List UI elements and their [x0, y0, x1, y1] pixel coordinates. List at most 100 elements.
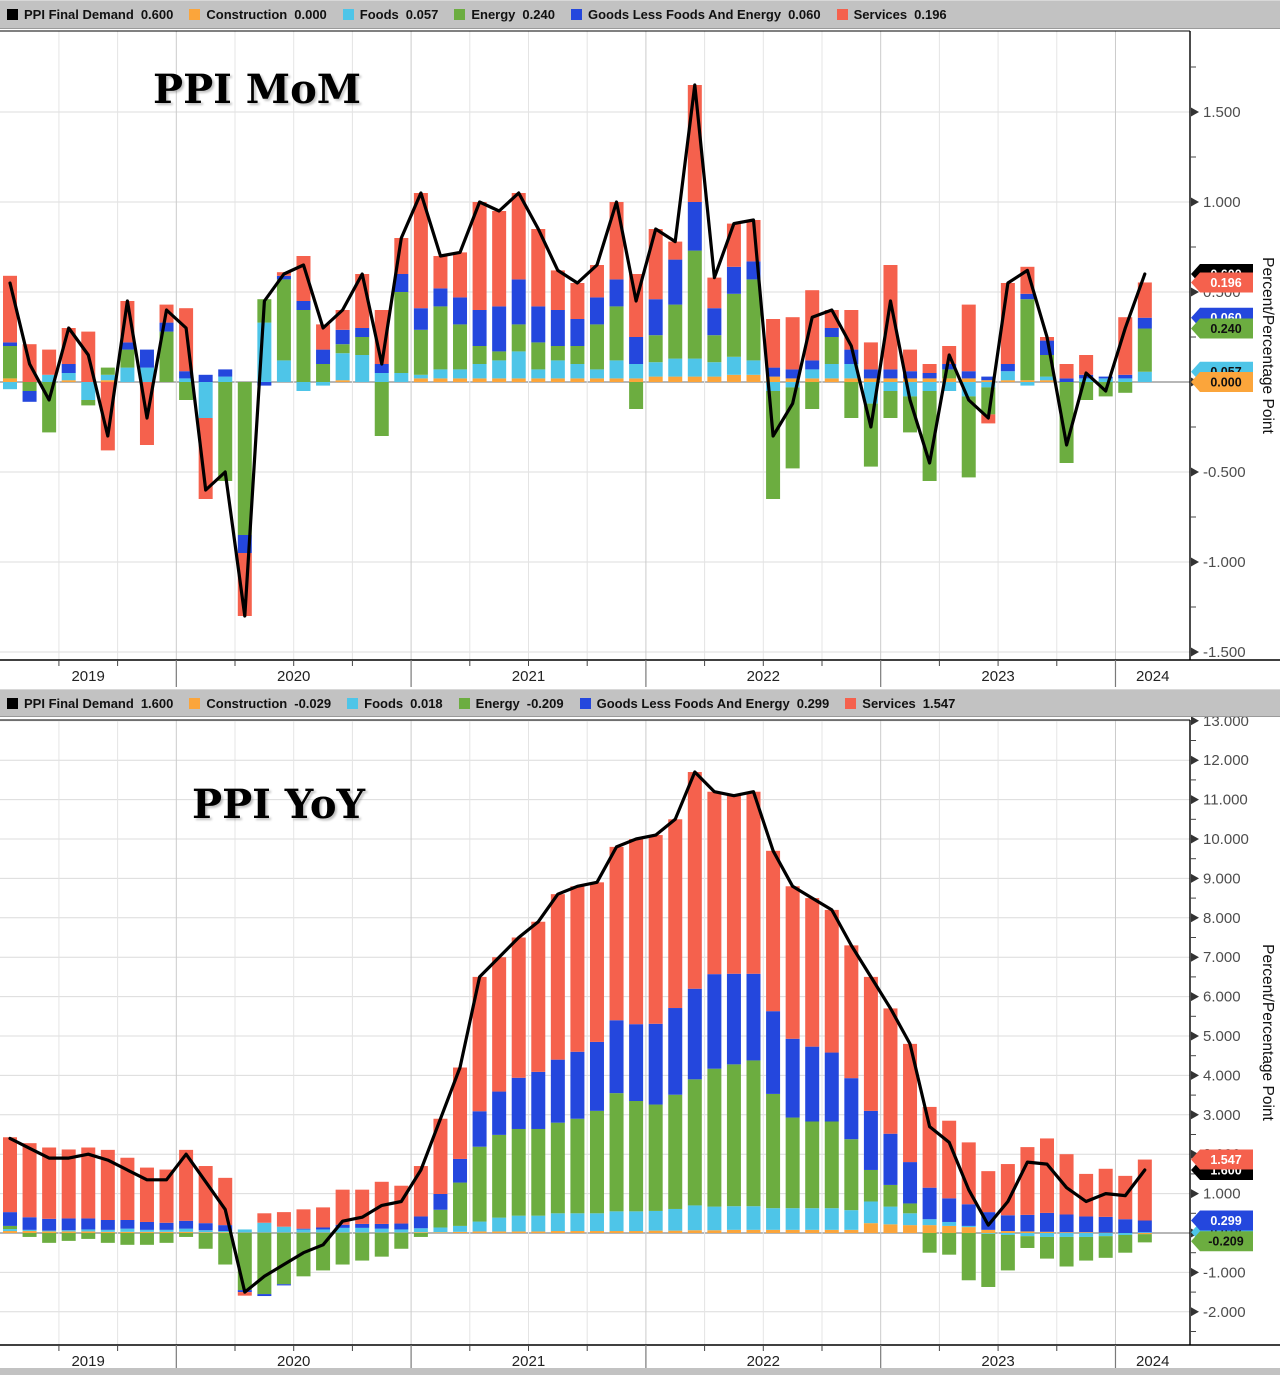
- badge-value: 0.196: [1210, 276, 1241, 290]
- badge-0.000: [1191, 372, 1253, 392]
- y-axis-title: Percent/Percentage Point: [1259, 257, 1276, 434]
- x-year-label: 2024: [1136, 668, 1169, 685]
- legend-item-goods-less-foods-and-energy: Goods Less Foods And Energy 0.060: [570, 7, 821, 22]
- legend-value: 0.018: [410, 695, 443, 711]
- badge-value: 1.547: [1210, 1153, 1241, 1167]
- legend-value: 0.000: [294, 7, 327, 22]
- legend-swatch-icon: [458, 697, 470, 709]
- badge-1.547: [1191, 1149, 1253, 1170]
- axis-frame: [0, 719, 1280, 1346]
- y-tick-label: 12.000: [1203, 752, 1249, 769]
- legend-label: Energy: [471, 7, 516, 22]
- legend-value: -0.209: [526, 695, 564, 711]
- stacked-bars: [3, 772, 1152, 1297]
- y-tick-label: 10.000: [1203, 831, 1249, 848]
- legend-label: Foods: [364, 695, 404, 711]
- legend-swatch-icon: [454, 9, 466, 20]
- legend-swatch-icon: [7, 697, 18, 709]
- legend-label: Foods: [359, 7, 399, 22]
- y-tick-label: -1.000: [1203, 554, 1246, 571]
- legend-swatch-icon: [845, 697, 857, 709]
- legend-label: Goods Less Foods And Energy: [596, 695, 790, 711]
- chart-yoy: 13.000 12.000 11.000 10.000 9.000 8.000 7.000 6…: [0, 717, 1280, 1375]
- legend-swatch-icon: [342, 9, 354, 20]
- legend-value: -0.029: [294, 695, 332, 711]
- legend-swatch-icon: [189, 697, 201, 709]
- legend-label: Construction: [206, 695, 288, 711]
- badge-0.299: [1191, 1210, 1253, 1231]
- x-year-label: 2019: [71, 668, 104, 685]
- y-tick-label: 3.000: [1203, 1107, 1241, 1124]
- y-tick-label: 7.000: [1203, 949, 1241, 966]
- chart-mom: 1.5001.0000.5000.000-0.500-1.000-1.50020…: [0, 29, 1280, 689]
- legend-value: 0.060: [788, 7, 821, 22]
- badge--0.209: [1191, 1231, 1253, 1252]
- legend-item-energy: Energy 0.240: [454, 7, 555, 22]
- ppi-yoy-svg: 13.000 12.000 11.000 10.000 9.000 8.000 7.000 6…: [0, 717, 1280, 1375]
- legend-bar-mom: PPI Final Demand 0.600 Construction 0.000 Fo…: [0, 0, 1280, 29]
- chart-title-yoy: PPI YoY: [192, 781, 366, 828]
- y-tick-label: 5.000: [1203, 1028, 1241, 1045]
- y-tick-label: 8.000: [1203, 910, 1241, 927]
- x-year-label: 2021: [512, 1353, 545, 1370]
- x-year-label: 2021: [512, 668, 545, 685]
- legend-swatch-icon: [836, 9, 848, 20]
- x-year-label: 2023: [981, 668, 1014, 685]
- legend-value: 1.600: [140, 695, 174, 711]
- y-tick-label: 1.000: [1203, 1186, 1241, 1203]
- y-tick-label: -2.000: [1203, 1304, 1246, 1321]
- legend-value: 0.057: [405, 7, 439, 22]
- legend-value: 0.196: [914, 7, 947, 22]
- legend-label: PPI Final Demand: [24, 695, 134, 711]
- legend-label: Goods Less Foods And Energy: [587, 7, 782, 22]
- y-tick-label: 11.000: [1203, 792, 1248, 809]
- legend-label: PPI Final Demand: [24, 7, 134, 22]
- badge-value: -0.209: [1208, 1235, 1243, 1249]
- badge-value: 0.299: [1210, 1214, 1241, 1228]
- y-tick-label: 9.000: [1203, 870, 1241, 887]
- y-tick-label: 1.000: [1203, 194, 1241, 211]
- legend-item-services: Services 0.196: [836, 7, 947, 22]
- legend-item-construction: Construction 0.000: [189, 7, 327, 22]
- legend-label: Services: [853, 7, 908, 22]
- x-year-label: 2019: [71, 1353, 104, 1370]
- legend-item-energy: Energy -0.209: [458, 695, 564, 711]
- badge-0.196: [1191, 272, 1253, 293]
- y-tick-label: -1.500: [1203, 644, 1246, 661]
- x-year-label: 2022: [747, 1353, 780, 1370]
- legend-item-foods: Foods 0.057: [342, 7, 439, 22]
- legend-item-ppi-final-demand: PPI Final Demand 1.600: [7, 696, 173, 711]
- legend-value: 0.600: [140, 7, 174, 22]
- bottom-gray-strip: [0, 1368, 1280, 1375]
- x-year-label: 2023: [981, 1353, 1014, 1370]
- y-tick-label: -1.000: [1203, 1264, 1246, 1281]
- legend-value: 0.240: [522, 7, 555, 22]
- legend-value: 1.547: [922, 695, 956, 711]
- ppi-final-demand-line: [8, 770, 1147, 1294]
- legend-item-goods-less-foods-and-energy: Goods Less Foods And Energy 0.299: [579, 695, 830, 711]
- x-year-label: 2020: [277, 1353, 310, 1370]
- legend-item-services: Services 1.547: [845, 696, 955, 711]
- badge-value: 0.000: [1210, 376, 1241, 390]
- legend-value: 0.299: [796, 695, 830, 711]
- legend-item-ppi-final-demand: PPI Final Demand 0.600: [7, 7, 173, 22]
- badge-0.240: [1191, 318, 1253, 339]
- legend-label: Energy: [475, 695, 520, 711]
- legend-swatch-icon: [7, 9, 18, 20]
- y-axis-title: Percent/Percentage Point: [1259, 944, 1276, 1121]
- chart-title-mom: PPI MoM: [153, 66, 362, 113]
- legend-item-construction: Construction -0.029: [189, 696, 331, 711]
- badge-value: 0.240: [1210, 322, 1241, 336]
- x-axis: 2019 2020 2021 2022 2023 2024: [58, 1345, 1169, 1372]
- y-tick-label: -0.500: [1203, 464, 1246, 481]
- legend-swatch-icon: [579, 697, 591, 709]
- y-tick-label: 4.000: [1203, 1067, 1241, 1084]
- axis-frame: [0, 30, 1280, 661]
- legend-label: Construction: [206, 7, 288, 22]
- y-tick-label: 1.500: [1203, 104, 1241, 121]
- x-year-label: 2020: [277, 668, 310, 685]
- x-year-label: 2022: [747, 668, 780, 685]
- legend-swatch-icon: [347, 697, 359, 709]
